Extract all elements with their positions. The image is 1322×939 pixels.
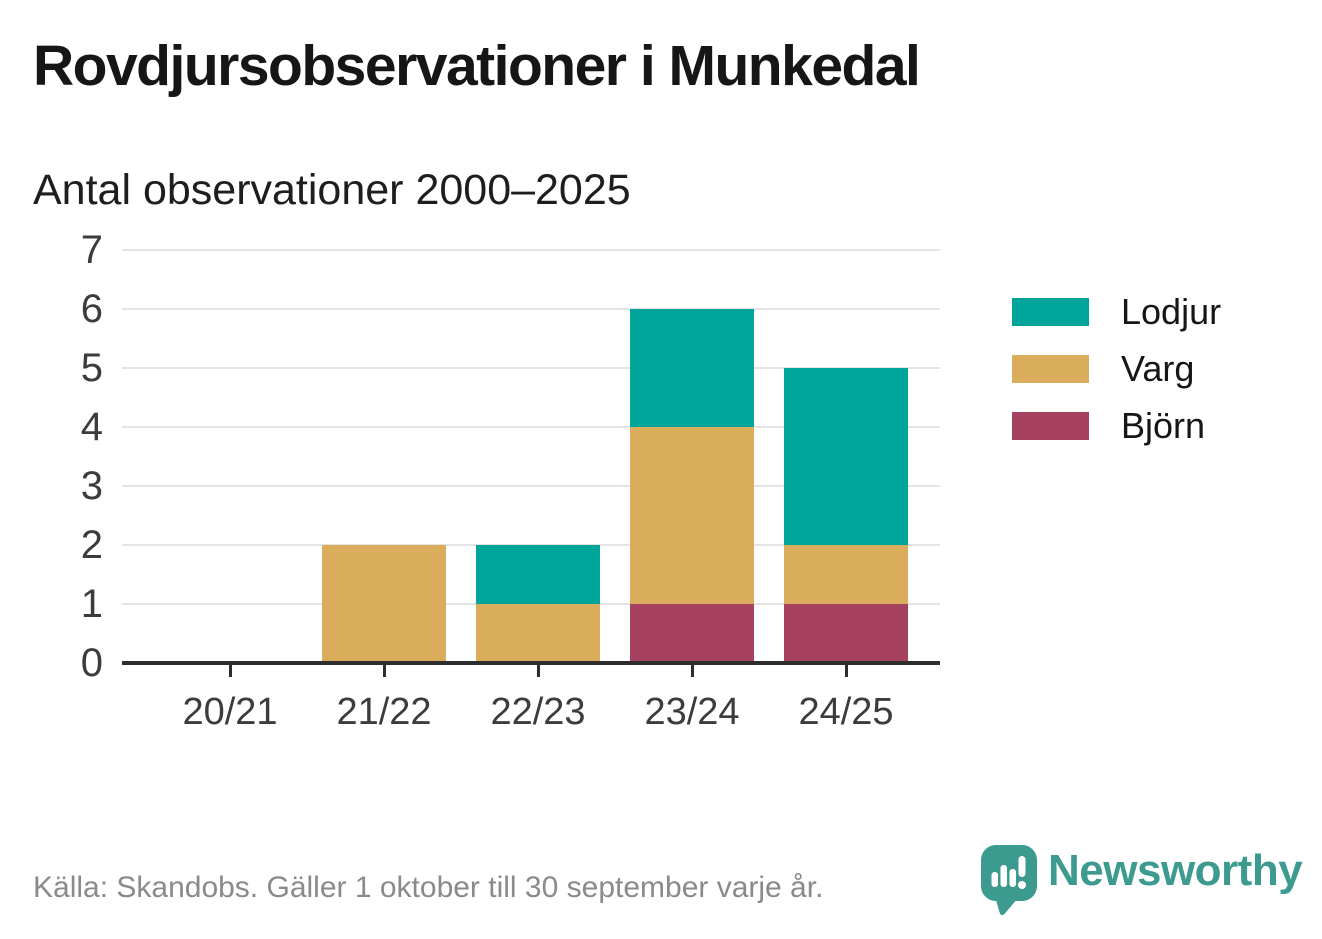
x-tick-label: 21/22 <box>336 691 432 733</box>
x-tick-label: 24/25 <box>798 691 894 733</box>
bar-segment-björn <box>630 604 754 663</box>
x-axis-line <box>122 661 940 665</box>
y-tick-label: 2 <box>80 523 103 567</box>
bar-24-25 <box>784 368 908 663</box>
plot-area <box>122 249 940 663</box>
legend-label-bjorn: Björn <box>1121 405 1206 446</box>
y-tick-label: 4 <box>80 405 103 449</box>
x-tick-label: 23/24 <box>644 691 740 733</box>
gridline <box>122 426 940 428</box>
legend-swatch-bjorn <box>1012 412 1089 440</box>
x-tick <box>536 665 540 677</box>
x-tick <box>382 665 386 677</box>
bar-22-23 <box>476 545 600 663</box>
bar-segment-varg <box>476 604 600 663</box>
gridline <box>122 485 940 487</box>
legend-item-bjorn: Björn <box>1012 405 1221 447</box>
y-tick-label: 1 <box>80 582 103 626</box>
source-note: Källa: Skandobs. Gäller 1 oktober till 3… <box>33 871 824 904</box>
bar-segment-björn <box>784 604 908 663</box>
y-tick-label: 3 <box>80 464 103 508</box>
x-tick-label: 20/21 <box>182 691 278 733</box>
bar-segment-varg <box>322 545 446 663</box>
y-tick-label: 6 <box>80 287 103 331</box>
bar-23-24 <box>630 309 754 663</box>
gridline <box>122 308 940 310</box>
legend-label-lodjur: Lodjur <box>1121 291 1222 332</box>
bar-segment-lodjur <box>784 368 908 545</box>
x-tick <box>690 665 694 677</box>
gridline <box>122 249 940 251</box>
y-tick-label: 0 <box>80 641 103 685</box>
y-tick-label: 5 <box>80 346 103 390</box>
bar-21-22 <box>322 545 446 663</box>
newsworthy-logo-icon <box>981 845 1037 916</box>
y-tick-label: 7 <box>80 228 103 272</box>
x-tick <box>844 665 848 677</box>
x-tick <box>228 665 232 677</box>
legend-item-varg: Varg <box>1012 348 1221 390</box>
brand-name: Newsworthy <box>1048 846 1303 895</box>
bar-segment-varg <box>630 427 754 604</box>
x-tick-label: 22/23 <box>490 691 586 733</box>
legend: Lodjur Varg Björn <box>1012 291 1221 462</box>
gridline <box>122 367 940 369</box>
legend-swatch-lodjur <box>1012 298 1089 326</box>
page-title: Rovdjursobservationer i Munkedal <box>33 34 921 98</box>
bar-segment-varg <box>784 545 908 604</box>
legend-label-varg: Varg <box>1121 348 1195 389</box>
bar-segment-lodjur <box>476 545 600 604</box>
chart-subtitle: Antal observationer 2000–2025 <box>33 166 631 214</box>
y-axis-labels: 0 1 2 3 4 5 6 7 <box>0 230 103 683</box>
bar-segment-lodjur <box>630 309 754 427</box>
legend-item-lodjur: Lodjur <box>1012 291 1221 333</box>
legend-swatch-varg <box>1012 355 1089 383</box>
